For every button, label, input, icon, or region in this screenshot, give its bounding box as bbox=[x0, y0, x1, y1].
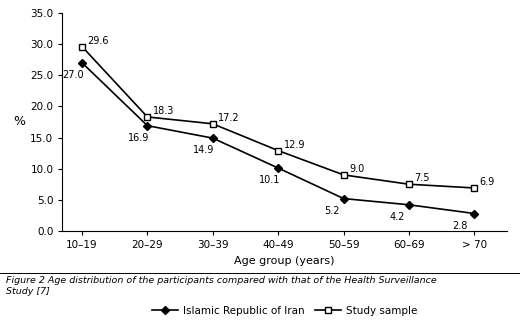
Study sample bbox=[341, 173, 347, 177]
Study sample bbox=[144, 115, 150, 119]
Islamic Republic of Iran bbox=[471, 212, 477, 215]
Text: 14.9: 14.9 bbox=[193, 145, 215, 155]
Line: Study sample: Study sample bbox=[79, 43, 478, 192]
Text: 2.8: 2.8 bbox=[452, 221, 467, 231]
X-axis label: Age group (years): Age group (years) bbox=[235, 255, 335, 266]
Text: 9.0: 9.0 bbox=[349, 164, 365, 174]
Text: 12.9: 12.9 bbox=[284, 140, 305, 150]
Text: 4.2: 4.2 bbox=[389, 212, 405, 222]
Study sample bbox=[79, 45, 85, 48]
Islamic Republic of Iran bbox=[275, 166, 281, 170]
Study sample bbox=[275, 149, 281, 152]
Islamic Republic of Iran bbox=[210, 136, 216, 140]
Text: 29.6: 29.6 bbox=[87, 36, 109, 46]
Text: 5.2: 5.2 bbox=[324, 206, 340, 216]
Study sample bbox=[471, 186, 477, 190]
Y-axis label: %: % bbox=[13, 115, 25, 129]
Text: 10.1: 10.1 bbox=[259, 175, 280, 185]
Islamic Republic of Iran bbox=[144, 124, 150, 128]
Text: 17.2: 17.2 bbox=[218, 113, 240, 123]
Islamic Republic of Iran bbox=[79, 61, 85, 65]
Study sample bbox=[210, 122, 216, 126]
Text: 6.9: 6.9 bbox=[480, 177, 495, 187]
Line: Islamic Republic of Iran: Islamic Republic of Iran bbox=[79, 60, 477, 217]
Islamic Republic of Iran bbox=[341, 197, 347, 201]
Legend: Islamic Republic of Iran, Study sample: Islamic Republic of Iran, Study sample bbox=[148, 302, 422, 320]
Text: 18.3: 18.3 bbox=[153, 106, 174, 116]
Study sample bbox=[406, 182, 412, 186]
Text: Figure 2 Age distribution of the participants compared with that of the Health S: Figure 2 Age distribution of the partici… bbox=[6, 276, 437, 296]
Text: 27.0: 27.0 bbox=[62, 70, 84, 80]
Text: 7.5: 7.5 bbox=[414, 173, 430, 183]
Islamic Republic of Iran bbox=[406, 203, 412, 207]
Text: 16.9: 16.9 bbox=[128, 133, 149, 143]
